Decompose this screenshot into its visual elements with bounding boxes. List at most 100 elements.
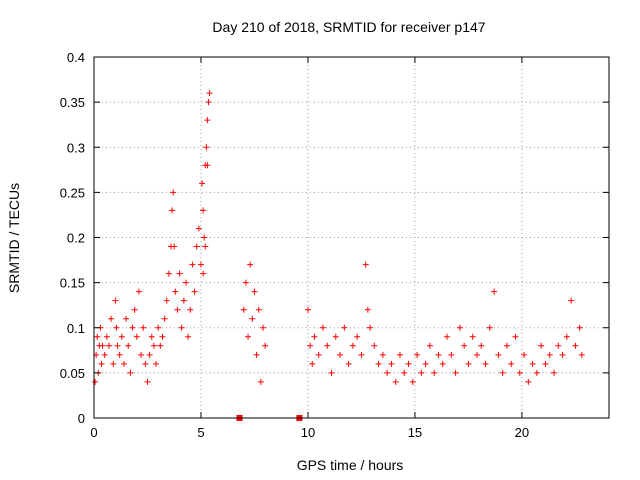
data-point — [118, 333, 125, 340]
data-point — [309, 360, 316, 367]
data-point — [114, 342, 121, 349]
data-point — [371, 342, 378, 349]
data-point — [572, 342, 579, 349]
data-point — [405, 360, 412, 367]
data-point — [375, 360, 382, 367]
data-point — [138, 351, 145, 358]
data-point — [439, 360, 446, 367]
data-point — [157, 342, 164, 349]
data-point — [112, 297, 119, 304]
data-point — [103, 333, 110, 340]
data-point — [200, 207, 207, 214]
data-point — [142, 360, 149, 367]
data-point — [171, 243, 178, 250]
data-point — [99, 342, 106, 349]
data-point — [204, 162, 211, 169]
data-point — [482, 360, 489, 367]
data-point — [247, 261, 254, 268]
data-point — [304, 306, 311, 313]
data-point — [491, 288, 498, 295]
data-point — [193, 243, 200, 250]
x-tick-label: 15 — [408, 425, 422, 440]
x-tick-label: 20 — [515, 425, 529, 440]
data-point — [185, 333, 192, 340]
data-point — [155, 324, 162, 331]
data-point — [315, 351, 322, 358]
data-point — [131, 306, 138, 313]
data-point — [94, 333, 101, 340]
data-point — [456, 324, 463, 331]
data-point — [486, 324, 493, 331]
data-point — [307, 342, 314, 349]
data-point — [503, 342, 510, 349]
data-point — [203, 144, 210, 151]
data-point — [435, 351, 442, 358]
data-point — [538, 342, 545, 349]
x-tick-label: 5 — [197, 425, 204, 440]
data-point — [189, 261, 196, 268]
data-point — [319, 324, 326, 331]
data-point — [255, 306, 262, 313]
data-point — [521, 351, 528, 358]
data-point — [396, 351, 403, 358]
x-tick-label: 0 — [90, 425, 97, 440]
data-point — [354, 333, 361, 340]
data-point — [384, 369, 391, 376]
data-point — [191, 288, 198, 295]
data-point — [120, 360, 127, 367]
data-point — [392, 378, 399, 385]
y-axis-label: SRMTID / TECUs — [6, 183, 22, 293]
data-point — [98, 360, 105, 367]
data-point — [568, 297, 575, 304]
y-tick-label: 0.05 — [60, 366, 85, 381]
data-point — [559, 351, 566, 358]
data-point — [153, 360, 160, 367]
x-tick-label: 10 — [301, 425, 315, 440]
data-point — [172, 288, 179, 295]
data-point — [242, 279, 249, 286]
data-point — [180, 297, 187, 304]
y-tick-label: 0.25 — [60, 185, 85, 200]
y-tick-label: 0.1 — [67, 321, 85, 336]
data-point — [249, 315, 256, 322]
data-point — [444, 333, 451, 340]
data-point — [148, 333, 155, 340]
data-point — [349, 342, 356, 349]
data-point — [367, 324, 374, 331]
axis-ticks: 0 5 10 15 20 0 0.05 0.1 0.15 0.2 0.25 0.3 0.35 0.4 — [60, 50, 609, 440]
data-point — [418, 369, 425, 376]
data-point — [512, 333, 519, 340]
data-point — [533, 369, 540, 376]
data-point — [133, 333, 140, 340]
data-point — [125, 342, 132, 349]
data-point — [478, 342, 485, 349]
data-point — [187, 306, 194, 313]
data-point — [388, 360, 395, 367]
data-point — [135, 288, 142, 295]
data-point — [499, 369, 506, 376]
data-point — [542, 360, 549, 367]
data-point — [251, 288, 258, 295]
data-point — [555, 342, 562, 349]
data-point — [201, 234, 208, 241]
data-point — [174, 306, 181, 313]
data-point — [448, 351, 455, 358]
data-point — [105, 342, 112, 349]
data-points — [92, 90, 585, 421]
data-point — [414, 351, 421, 358]
data-point — [101, 351, 108, 358]
data-point — [311, 333, 318, 340]
data-point — [165, 270, 172, 277]
data-point — [469, 333, 476, 340]
data-point — [161, 315, 168, 322]
data-point — [431, 369, 438, 376]
data-point — [129, 324, 136, 331]
data-point — [178, 324, 185, 331]
data-point — [253, 351, 260, 358]
data-point — [110, 360, 117, 367]
data-point — [108, 315, 115, 322]
data-point — [169, 207, 176, 214]
data-point — [199, 180, 206, 187]
data-point — [379, 351, 386, 358]
